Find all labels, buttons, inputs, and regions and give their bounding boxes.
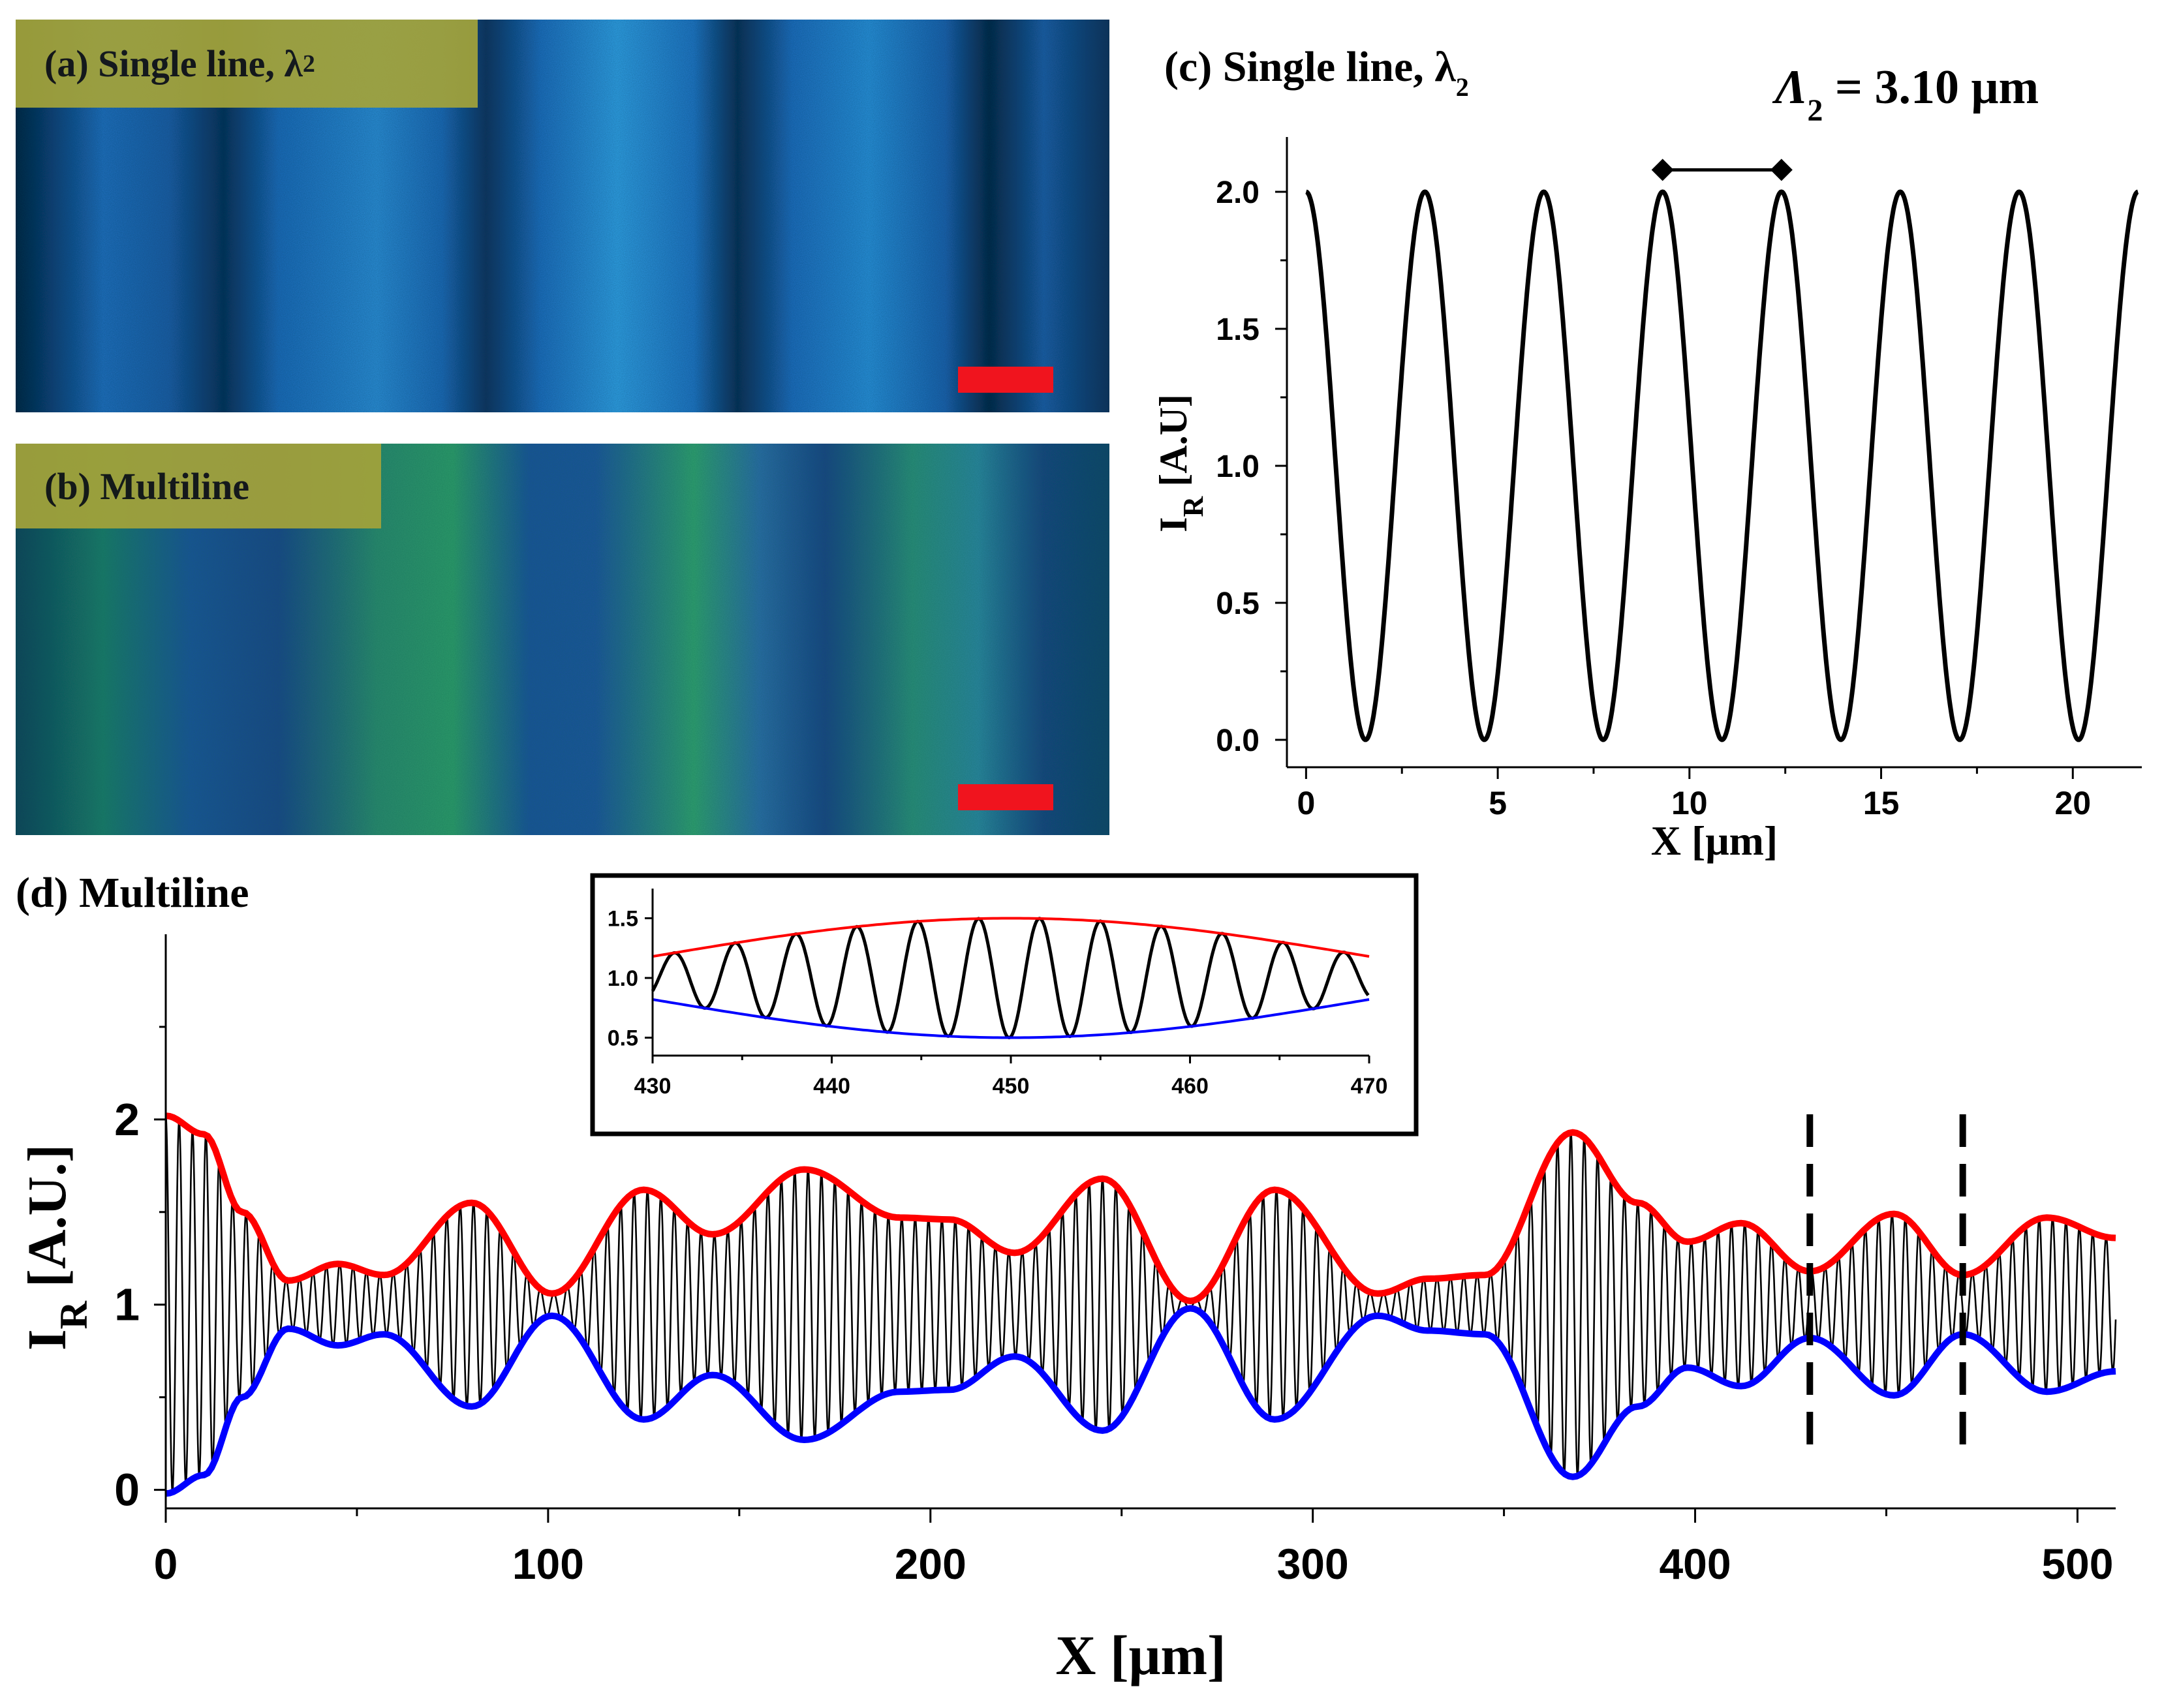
panel-d-inset-upper-envelope <box>652 917 1370 958</box>
panel-a-caption-sub: 2 <box>302 50 315 78</box>
panel-d-inset-frame <box>590 873 1419 1136</box>
panel-c-x-tick-label: 20 <box>2054 785 2091 821</box>
panel-c-x-tick-label: 15 <box>1863 785 1900 821</box>
panel-c-curve <box>1305 189 2139 742</box>
panel-c-x-label: X [μm] <box>1651 817 1778 864</box>
panel-d-upper-envelope <box>165 1112 2116 1305</box>
panel-d-inset-y-tick-label: 1.5 <box>608 906 638 931</box>
panel-c-y-tick-label: 2.0 <box>1216 175 1260 210</box>
panel-d-lower-envelope <box>165 1305 2116 1497</box>
panel-d-signal <box>164 1115 2117 1493</box>
panel-a-scale-bar <box>958 367 1053 393</box>
panel-d-x-tick-label: 0 <box>154 1540 178 1588</box>
panel-d-inset-x-tick-label: 470 <box>1351 1074 1388 1099</box>
panel-a-caption-symbol: λ <box>284 42 303 85</box>
panel-d-y-label: IR [A.U.] <box>17 1144 95 1350</box>
panel-d-title: (d) Multiline <box>16 869 249 917</box>
panel-d-inset-x-tick-label: 450 <box>993 1074 1030 1099</box>
panel-c-y-tick-label: 0.0 <box>1216 724 1260 758</box>
panel-b-caption-text: (b) Multiline <box>44 465 250 508</box>
panel-d-x-tick-label: 200 <box>895 1540 966 1588</box>
panel-d-inset-lower-envelope <box>652 998 1370 1039</box>
panel-d-y-tick-label: 1 <box>114 1279 140 1330</box>
panel-b-micrograph: (b) Multiline <box>16 444 1109 835</box>
panel-d-inset-x-tick-label: 460 <box>1171 1074 1209 1099</box>
panel-d-inset-signal <box>651 917 1370 1040</box>
panel-d-inset-y-tick-label: 0.5 <box>608 1026 638 1051</box>
panel-c-x-tick-label: 5 <box>1489 785 1507 821</box>
panel-c-y-tick-label: 1.0 <box>1216 450 1260 484</box>
panel-d-inset-x-tick-label: 430 <box>634 1074 672 1099</box>
panel-d-y-tick-label: 2 <box>114 1094 140 1145</box>
panel-d-x-label: X [μm] <box>1055 1624 1226 1686</box>
panel-c-y-label: IR [A.U] <box>1152 394 1209 532</box>
panel-c-x-tick-label: 0 <box>1297 785 1315 821</box>
panel-b-scale-bar <box>958 784 1053 810</box>
panel-d-x-tick-label: 100 <box>512 1540 584 1588</box>
panel-d-inset-x-tick-label: 440 <box>813 1074 850 1099</box>
panel-d-x-tick-label: 500 <box>2041 1540 2113 1588</box>
panel-c-period-annotation: Λ2 = 3.10 μm <box>1772 61 2039 128</box>
panel-c-period-marker-diamond <box>1651 159 1674 181</box>
panel-c-period-marker-diamond <box>1770 159 1793 181</box>
panel-d-x-tick-label: 300 <box>1277 1540 1349 1588</box>
panel-d-y-tick-label: 0 <box>114 1465 140 1516</box>
panel-c-y-tick-label: 0.5 <box>1216 587 1260 621</box>
panel-d-x-tick-label: 400 <box>1659 1540 1731 1588</box>
panel-c-y-tick-label: 1.5 <box>1216 313 1260 347</box>
panel-c-x-tick-label: 10 <box>1671 785 1708 821</box>
panel-d-inset-y-tick-label: 1.0 <box>608 966 638 991</box>
panel-b-caption: (b) Multiline <box>16 444 381 528</box>
panel-a-caption-text: (a) Single line, <box>44 42 285 85</box>
panel-c-title: (c) Single line, λ2 <box>1164 43 1469 102</box>
